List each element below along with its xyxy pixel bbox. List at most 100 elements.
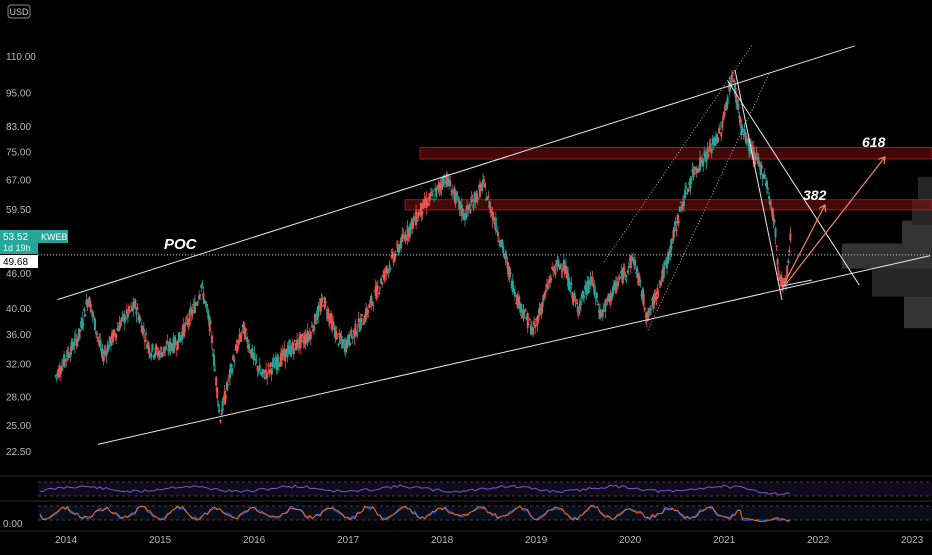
candle-body [87, 299, 90, 304]
candle-body [520, 304, 523, 313]
candle-body [264, 377, 267, 380]
candle-body [465, 213, 468, 220]
candle-body [493, 222, 496, 225]
candle-body [779, 274, 782, 286]
candle-body [579, 300, 582, 306]
candle-body [512, 289, 515, 293]
candle-body [782, 281, 785, 284]
candle-body [578, 303, 581, 310]
candle-body [239, 335, 242, 341]
candle-body [265, 369, 268, 373]
symbol-badge: KWEB [38, 230, 68, 243]
candle-body [281, 350, 284, 360]
candle-body [213, 354, 216, 366]
candle-body [347, 335, 350, 345]
candle-body [267, 365, 270, 367]
candle-body [408, 227, 411, 236]
candle-body [100, 348, 103, 352]
candle-body [387, 269, 390, 274]
candle-body [211, 354, 214, 357]
x-tick-label: 2014 [55, 535, 78, 546]
candle-body [185, 317, 188, 319]
candle-body [426, 203, 429, 207]
candle-body [522, 309, 525, 319]
candle-body [521, 311, 524, 313]
candle-body [56, 371, 59, 374]
annotation-382: 382 [803, 187, 827, 203]
candle-body [117, 328, 120, 332]
candle-body [263, 369, 266, 374]
y-tick-label: 40.00 [6, 304, 31, 315]
fib-arrow-382-head [818, 204, 827, 213]
candle-body [248, 344, 251, 349]
candle-body [177, 332, 180, 343]
candle-body [198, 295, 201, 300]
candle-body [361, 324, 364, 326]
candle-body [153, 353, 156, 358]
candle-body [93, 318, 96, 331]
candle-body [605, 299, 608, 302]
candle-body [272, 359, 275, 361]
candle-body [190, 309, 193, 316]
candle-body [439, 184, 442, 188]
candle-body [189, 307, 192, 311]
candle-body [528, 319, 531, 321]
candle-body [251, 347, 254, 359]
candle-body [770, 206, 773, 208]
candle-body [768, 196, 771, 199]
candle-body [435, 187, 438, 197]
candle-body [765, 180, 768, 189]
candle-body [454, 191, 457, 205]
candle-body [494, 217, 497, 231]
candle-body [315, 322, 318, 324]
candle-body [233, 359, 236, 362]
annotation-618: 618 [862, 134, 886, 150]
last-price-value: 53.52 [3, 232, 28, 243]
candle-body [718, 127, 721, 134]
candle-body [312, 325, 315, 331]
candle-body [260, 372, 263, 376]
candle-body [226, 384, 229, 386]
candle-body [192, 303, 195, 305]
candle-body [478, 183, 481, 197]
candle-body [629, 255, 632, 269]
candle-body [138, 318, 141, 323]
candle-body [166, 341, 169, 344]
candle-body [423, 198, 426, 206]
candle-body [396, 244, 399, 252]
candle-body [249, 351, 252, 353]
candle-body [525, 316, 528, 320]
candle-body [510, 280, 513, 289]
candle-body [669, 246, 672, 255]
candle-body [502, 245, 505, 254]
candle-body [461, 208, 464, 217]
candle-body [113, 329, 116, 335]
candle-body [558, 265, 561, 270]
candle-body [155, 346, 158, 350]
candle-body [57, 368, 60, 378]
candle-body [369, 300, 372, 303]
currency-button[interactable]: USD [7, 4, 31, 19]
candle-body [196, 303, 199, 305]
candle-body [759, 164, 762, 175]
candle-body [657, 293, 660, 295]
candle-body [424, 202, 427, 205]
candle-body [131, 307, 134, 312]
candle-body [638, 275, 641, 283]
candle-body [658, 281, 661, 283]
candle-body [559, 264, 562, 266]
candle-body [565, 265, 568, 274]
candle-body [639, 280, 642, 282]
candle-body [442, 179, 445, 187]
candle-body [771, 208, 774, 217]
candle-body [331, 318, 334, 331]
candle-body [378, 287, 381, 289]
candle-body [199, 294, 202, 296]
candle-body [421, 211, 424, 214]
candle-body [583, 295, 586, 298]
candle-body [345, 341, 348, 349]
candle-body [314, 313, 317, 325]
candle-body [67, 352, 70, 356]
